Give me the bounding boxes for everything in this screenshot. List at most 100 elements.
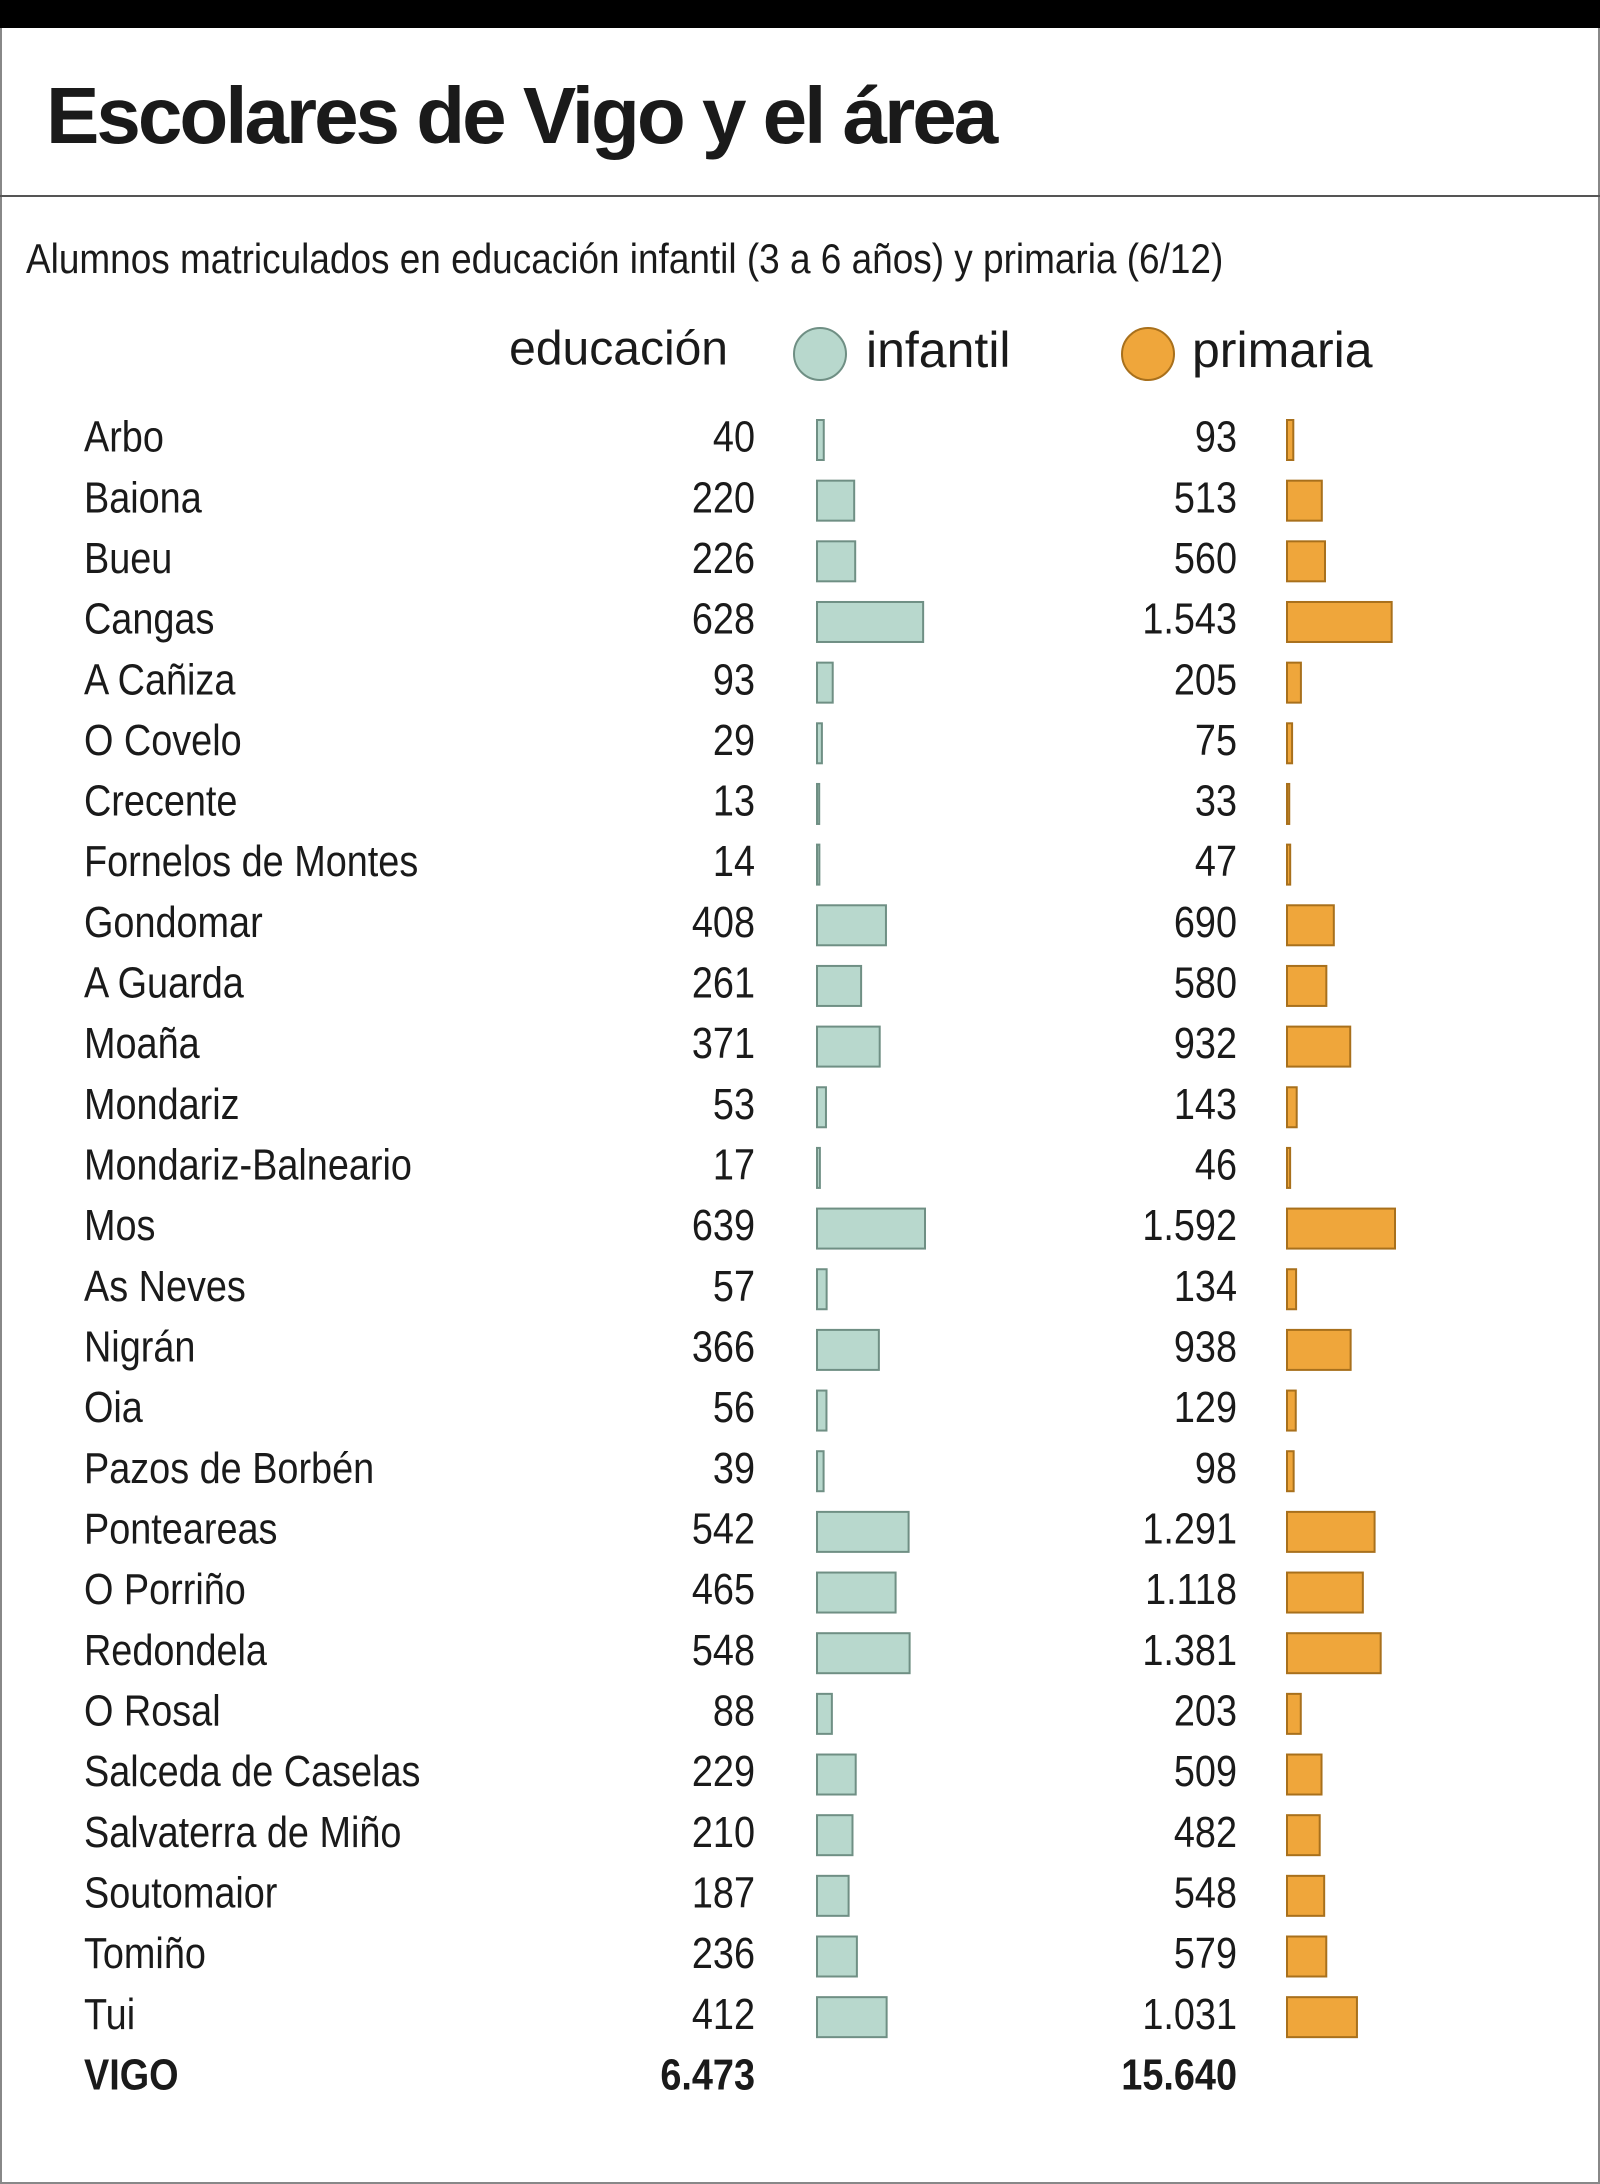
row-label: A Cañiza — [84, 655, 236, 704]
row-label: Tui — [84, 1989, 135, 2038]
bar — [1286, 1814, 1321, 1857]
value-label: 220 — [692, 473, 755, 522]
value-label: 40 — [713, 412, 755, 461]
value-label: 13 — [713, 776, 755, 825]
value-label: 1.543 — [1142, 594, 1237, 643]
value-label: 580 — [1174, 958, 1237, 1007]
row-label: Moaña — [84, 1019, 200, 1068]
row-label: Mondariz — [84, 1079, 240, 1128]
bar — [816, 1389, 828, 1432]
value-label: 33 — [1195, 776, 1237, 825]
value-label: 548 — [692, 1625, 755, 1674]
value-label: 261 — [692, 958, 755, 1007]
total-value: 15.640 — [1121, 2050, 1237, 2099]
legend-title: educación — [509, 323, 728, 376]
row-label: Mondariz-Balneario — [84, 1140, 412, 1189]
value-label: 1.381 — [1142, 1625, 1237, 1674]
value-label: 29 — [713, 715, 755, 764]
value-label: 53 — [713, 1079, 755, 1128]
value-label: 57 — [713, 1261, 755, 1310]
value-label: 210 — [692, 1807, 755, 1856]
total-label: VIGO — [84, 2050, 179, 2099]
row-label: A Guarda — [84, 958, 244, 1007]
value-label: 205 — [1174, 655, 1237, 704]
value-label: 203 — [1174, 1686, 1237, 1735]
bar — [1286, 964, 1328, 1007]
value-label: 932 — [1174, 1019, 1237, 1068]
bar — [1286, 782, 1291, 825]
row-label: Oia — [84, 1383, 143, 1432]
bar — [816, 1328, 880, 1371]
row-label: O Porriño — [84, 1564, 246, 1613]
bar — [1286, 1996, 1358, 2039]
bar — [1286, 1935, 1328, 1978]
value-label: 366 — [692, 1322, 755, 1371]
bar — [816, 843, 821, 886]
bar — [816, 782, 821, 825]
bar — [816, 1692, 833, 1735]
row-label: Salvaterra de Miño — [84, 1807, 401, 1856]
value-label: 236 — [692, 1928, 755, 1977]
bar — [1286, 1389, 1297, 1432]
row-label: Arbo — [84, 412, 164, 461]
bar — [1286, 1874, 1326, 1917]
bar — [1286, 419, 1295, 461]
bar — [816, 479, 856, 522]
value-label: 229 — [692, 1746, 755, 1795]
value-label: 47 — [1195, 837, 1237, 886]
bar — [1286, 600, 1393, 643]
value-label: 639 — [692, 1201, 755, 1250]
bar — [816, 1996, 888, 2039]
bar — [1286, 1328, 1352, 1371]
value-label: 412 — [692, 1989, 755, 2038]
bar — [816, 904, 887, 947]
value-label: 75 — [1195, 715, 1237, 764]
row-label: Gondomar — [84, 897, 263, 946]
bar — [816, 1632, 911, 1675]
value-label: 88 — [713, 1686, 755, 1735]
row-label: Baiona — [84, 473, 202, 522]
value-label: 371 — [692, 1019, 755, 1068]
row-label: Tomiño — [84, 1928, 206, 1977]
bar — [816, 540, 857, 583]
value-label: 187 — [692, 1868, 755, 1917]
bar — [816, 1814, 854, 1857]
legend-swatch — [793, 327, 847, 381]
bar — [816, 722, 823, 765]
bar — [1286, 479, 1323, 522]
row-label: Pazos de Borbén — [84, 1443, 374, 1492]
bar — [1286, 1692, 1302, 1735]
bar — [816, 1450, 825, 1493]
legend-label: primaria — [1192, 322, 1373, 378]
bar — [1286, 1146, 1292, 1189]
bar — [1286, 1450, 1295, 1493]
value-label: 465 — [692, 1564, 755, 1613]
bar — [1286, 1753, 1323, 1796]
row-label: O Covelo — [84, 715, 242, 764]
bar — [816, 1146, 821, 1189]
bar — [816, 600, 925, 643]
bar — [1286, 722, 1294, 765]
chart-title: Escolares de Vigo y el área — [46, 71, 999, 160]
row-label: Mos — [84, 1201, 155, 1250]
row-label: Fornelos de Montes — [84, 837, 418, 886]
row-label: Redondela — [84, 1625, 267, 1674]
value-label: 513 — [1174, 473, 1237, 522]
bar — [816, 1086, 827, 1129]
row-label: Ponteareas — [84, 1504, 277, 1553]
bar — [1286, 1025, 1352, 1068]
value-label: 548 — [1174, 1868, 1237, 1917]
bar — [816, 661, 834, 704]
bar — [1286, 1571, 1364, 1614]
bar — [1286, 1510, 1376, 1553]
row-label: Soutomaior — [84, 1868, 277, 1917]
value-label: 408 — [692, 897, 755, 946]
value-label: 39 — [713, 1443, 755, 1492]
bar — [816, 964, 863, 1007]
legend-swatch — [1121, 327, 1175, 381]
bar — [1286, 540, 1326, 583]
bar — [1286, 1086, 1298, 1129]
bar — [816, 419, 825, 461]
bar — [816, 1510, 910, 1553]
value-label: 1.118 — [1145, 1564, 1237, 1613]
